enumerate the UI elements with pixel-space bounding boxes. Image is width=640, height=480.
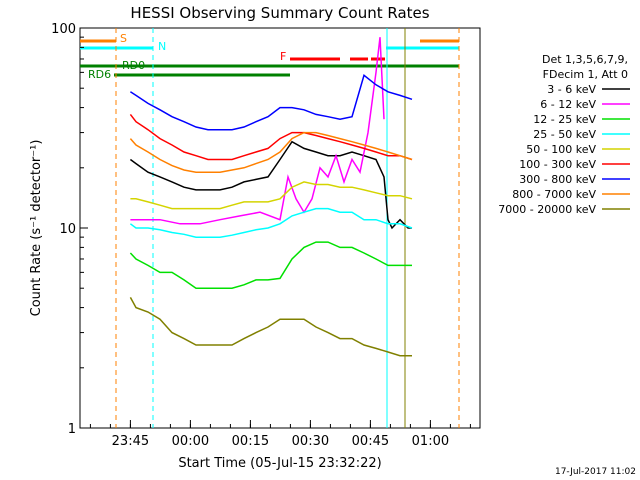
legend-label: 7000 - 20000 keV (498, 203, 596, 216)
series-line-5 (129, 113, 413, 161)
axis-ticks: 23:45 00:00 00:15 00:30 00:45 01:00 1 10 100 (51, 22, 471, 449)
x-tick-label: 00:15 (232, 434, 269, 449)
series-layer (129, 37, 413, 357)
series-line-3 (129, 207, 413, 238)
x-tick-label: 23:45 (112, 434, 149, 449)
x-tick-label: 00:30 (292, 434, 329, 449)
state-label-f: F (280, 50, 286, 63)
y-tick-label: 100 (51, 22, 76, 37)
series-line-8 (129, 297, 412, 357)
legend-header-1: Det 1,3,5,6,7,9, (542, 53, 628, 66)
legend-header-2: FDecim 1, Att 0 (543, 68, 628, 81)
legend-label: 6 - 12 keV (540, 98, 596, 111)
state-label-rd6: RD6 (88, 68, 111, 81)
y-tick-label: 10 (59, 222, 76, 237)
timestamp: 17-Jul-2017 11:02 (555, 467, 636, 477)
legend-label: 50 - 100 keV (526, 143, 596, 156)
legend-label: 100 - 300 keV (519, 158, 596, 171)
legend-label: 300 - 800 keV (519, 173, 596, 186)
legend-label: 800 - 7000 keV (512, 188, 596, 201)
y-tick-label: 1 (68, 422, 76, 437)
series-line-7 (129, 131, 413, 173)
x-tick-label: 00:00 (172, 434, 209, 449)
series-line-6 (129, 74, 413, 131)
y-axis-label: Count Rate (s⁻¹ detector⁻¹) (29, 140, 44, 317)
x-tick-label: 01:00 (412, 434, 449, 449)
legend-label: 12 - 25 keV (533, 113, 596, 126)
x-tick-label: 00:45 (352, 434, 389, 449)
state-label-n: N (158, 40, 166, 53)
legend: 3 - 6 keV 6 - 12 keV 12 - 25 keV 25 - 50 ke… (498, 83, 630, 216)
chart-title: HESSI Observing Summary Count Rates (130, 4, 429, 22)
series-line-2 (129, 241, 412, 289)
state-label-s: S (120, 32, 127, 45)
legend-label: 25 - 50 keV (533, 128, 596, 141)
x-axis-label: Start Time (05-Jul-15 23:32:22) (178, 456, 381, 471)
series-line-0 (129, 140, 412, 230)
legend-label: 3 - 6 keV (547, 83, 596, 96)
series-line-4 (130, 181, 413, 210)
